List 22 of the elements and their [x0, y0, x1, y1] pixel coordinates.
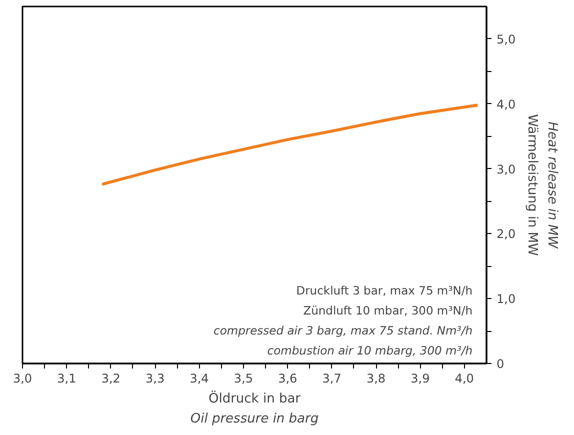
- x-tick-label: 3,0: [12, 372, 32, 386]
- x-tick-label: 3,5: [234, 372, 254, 386]
- y-axis-title: Wärmeleistung in MW Heat release in MW: [524, 114, 560, 256]
- x-axis-title: Öldruck in bar Oil pressure in barg: [190, 390, 319, 426]
- annotation: compressed air 3 barg, max 75 stand. Nm³/h combustion air 10 mbarg, 300 m³/h: [214, 324, 473, 358]
- y-tick-label: 5,0: [496, 32, 516, 46]
- x-tick-label: 3,1: [57, 372, 76, 386]
- x-tick-label: 3,6: [278, 372, 298, 386]
- annotation: Druckluft 3 bar, max 75 m³N/h Zündluft 10 mbar, 300 m³N/h: [296, 284, 473, 318]
- y-tick-label: 1,0: [496, 292, 516, 306]
- x-tick-label: 3,4: [190, 372, 209, 386]
- x-tick-label: 3,9: [410, 372, 430, 386]
- x-tick-label: 3,8: [366, 372, 386, 386]
- y-tick-label: 4,0: [496, 97, 516, 112]
- x-tick-label: 4,0: [454, 372, 474, 386]
- line-series: [100, 104, 480, 186]
- x-tick-label: 3,3: [146, 372, 165, 386]
- y-tick-label: 3,0: [496, 162, 516, 176]
- x-tick-label: 3,7: [322, 372, 342, 386]
- y-tick-label: 0: [496, 357, 504, 371]
- y-tick-label: 2,0: [496, 227, 516, 242]
- x-tick-label: 3,2: [101, 372, 120, 386]
